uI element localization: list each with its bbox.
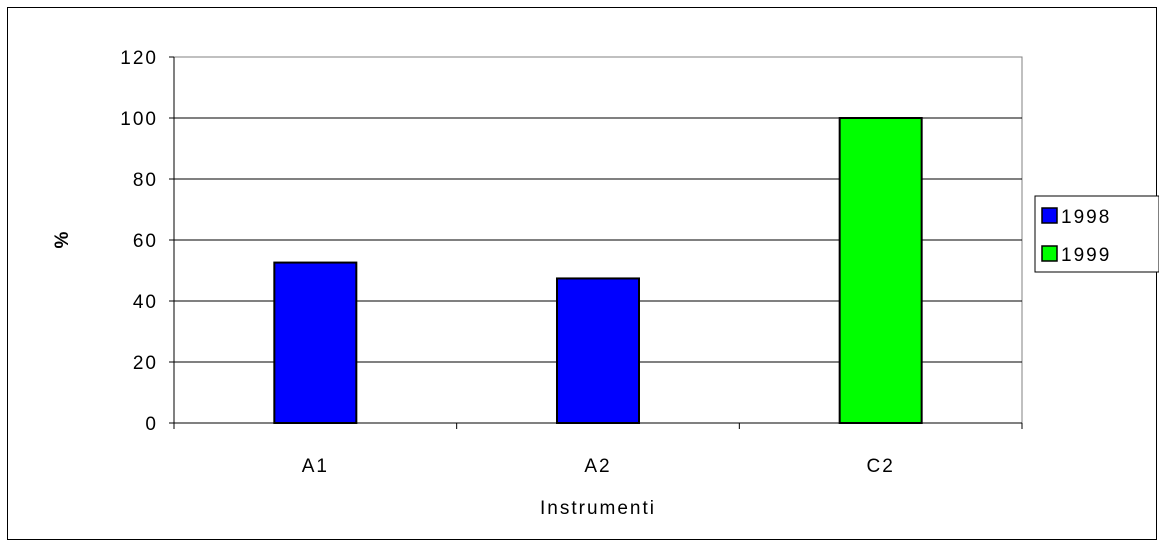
- legend-swatch: [1041, 245, 1058, 262]
- y-tick-label: 20: [133, 353, 158, 374]
- y-tick-label: 0: [145, 414, 158, 435]
- y-tick-label: 120: [120, 48, 158, 69]
- bar-1998-A1: [273, 261, 358, 424]
- legend-swatch: [1041, 207, 1058, 224]
- x-tick-label: C2: [867, 456, 895, 477]
- x-tick-label: A1: [302, 456, 329, 477]
- y-ticks: 0 20 40 60 80 100 120: [120, 48, 174, 435]
- bars: [273, 117, 923, 424]
- legend: 1998 1999: [1034, 195, 1159, 273]
- y-tick-label: 100: [120, 109, 158, 130]
- legend-label: 1998: [1061, 207, 1111, 228]
- x-ticks: A1 A2 C2: [173, 423, 1023, 477]
- y-axis-title: %: [52, 231, 73, 248]
- bar-1999-C2: [838, 117, 923, 424]
- legend-label: 1999: [1061, 245, 1111, 266]
- y-tick-label: 40: [133, 292, 158, 313]
- bar-1998-A2: [556, 277, 640, 424]
- x-tick-label: A2: [584, 456, 611, 477]
- y-tick-label: 80: [133, 170, 158, 191]
- x-axis-title: Instrumenti: [540, 498, 656, 519]
- y-tick-label: 60: [133, 231, 158, 252]
